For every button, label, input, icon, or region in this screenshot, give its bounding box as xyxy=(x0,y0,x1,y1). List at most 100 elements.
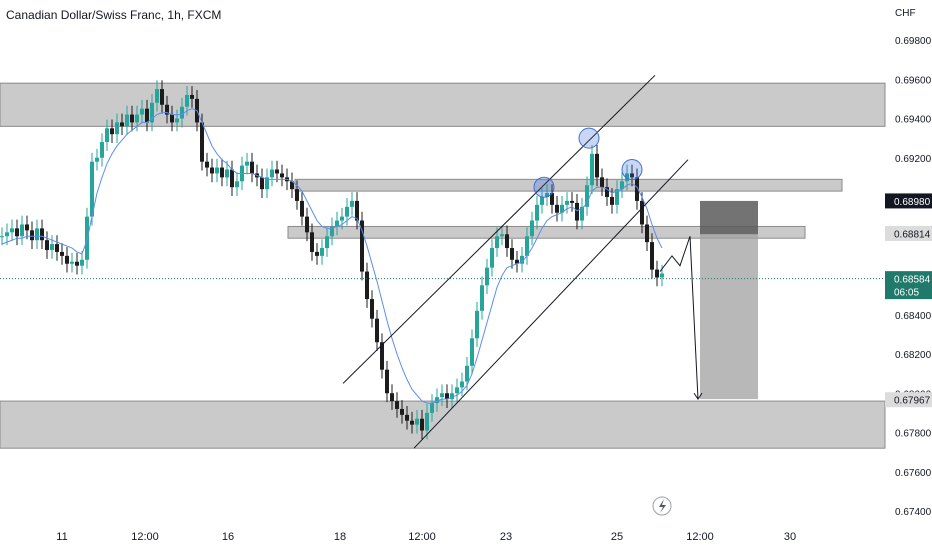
candle-body xyxy=(245,161,249,166)
y-tick-label: 0.67800 xyxy=(895,429,932,440)
zone-2 xyxy=(287,225,806,239)
candle-body xyxy=(660,273,664,278)
price-label-bg xyxy=(885,193,932,209)
candle-body xyxy=(275,169,279,174)
candle-body xyxy=(200,122,204,162)
candle-body xyxy=(65,255,69,264)
candle-body xyxy=(145,108,149,123)
candle-body xyxy=(470,338,474,366)
candle-body xyxy=(25,224,29,231)
target-area xyxy=(700,234,758,400)
candle-body xyxy=(450,393,454,400)
candle-body xyxy=(355,200,359,221)
x-tick-label: 18 xyxy=(334,531,346,543)
y-tick-label: 0.67600 xyxy=(895,468,932,479)
candle-body xyxy=(95,157,99,162)
candle-body xyxy=(600,177,604,188)
candle-body xyxy=(350,200,354,207)
candle-body xyxy=(390,393,394,402)
currency-label: CHF xyxy=(895,8,916,19)
candle-body xyxy=(265,177,269,190)
candle-body xyxy=(465,365,469,382)
candle-body xyxy=(170,114,174,123)
candle-body xyxy=(325,236,329,249)
candle-body xyxy=(330,226,334,237)
candle-body xyxy=(105,128,109,143)
channel-lower-line xyxy=(413,159,689,449)
candle-body xyxy=(425,412,429,431)
candle-body xyxy=(375,318,379,343)
candle-body xyxy=(580,206,584,221)
candle-body xyxy=(380,342,384,370)
price-label-3: 0.67967 xyxy=(894,396,931,407)
candle-body xyxy=(630,173,634,178)
candle-body xyxy=(570,200,574,203)
candle-body xyxy=(180,106,184,119)
candle-body xyxy=(20,224,24,237)
candle-body xyxy=(130,114,134,123)
candle-body xyxy=(150,102,154,123)
candle-body xyxy=(335,220,339,227)
candle-body xyxy=(510,248,514,260)
candle-body xyxy=(40,228,44,241)
candle-body xyxy=(90,161,94,217)
candle-body xyxy=(10,228,14,233)
candle-body xyxy=(475,310,479,339)
candle-body xyxy=(155,89,159,103)
projection-arrowhead xyxy=(693,392,703,401)
candle-body xyxy=(435,397,439,404)
candle-body xyxy=(520,255,524,264)
candle-body xyxy=(230,169,234,188)
candle-body xyxy=(190,94,194,99)
price-label-bg xyxy=(885,392,932,408)
candle-body xyxy=(140,108,144,115)
candle-body xyxy=(625,173,629,182)
y-tick-label: 0.68400 xyxy=(895,311,932,322)
y-tick-label: 0.69600 xyxy=(895,75,932,86)
candle-body xyxy=(165,104,169,115)
candle-body xyxy=(340,216,344,221)
candle-body xyxy=(525,236,529,256)
candle-body xyxy=(320,248,324,256)
candle-body xyxy=(115,122,119,135)
candle-body xyxy=(125,114,129,127)
y-tick-label: 0.69800 xyxy=(895,36,932,47)
candle-body xyxy=(500,234,504,237)
candle-body xyxy=(565,200,569,205)
candle-body xyxy=(50,244,54,250)
x-tick-label: 25 xyxy=(611,531,623,543)
candle-body xyxy=(645,224,649,243)
candle-body xyxy=(310,232,314,252)
candle-body xyxy=(70,261,74,264)
lightning-icon-glyph xyxy=(659,499,666,513)
candle-body xyxy=(55,244,59,252)
x-tick-label: 11 xyxy=(56,531,67,543)
candle-body xyxy=(260,177,264,190)
candle-body xyxy=(295,189,299,201)
price-label-2: 0.68584 xyxy=(894,275,931,286)
candle-body xyxy=(235,181,239,188)
price-label-0: 0.68980 xyxy=(894,197,931,208)
zone-3 xyxy=(0,400,886,449)
candle-body xyxy=(545,193,549,197)
candle-body xyxy=(5,232,9,237)
candle-body xyxy=(540,197,544,205)
candle-body xyxy=(305,216,309,233)
candle-body xyxy=(75,261,79,266)
y-tick-label: 0.69200 xyxy=(895,154,932,165)
candle-body xyxy=(395,401,399,409)
stop-area xyxy=(700,200,758,235)
candle-body xyxy=(605,187,609,197)
channel-upper-line xyxy=(342,74,656,384)
candle-body xyxy=(280,173,284,178)
price-label-bg xyxy=(885,271,932,300)
x-tick-label: 12:00 xyxy=(408,531,436,543)
price-label-1: 0.68814 xyxy=(894,230,931,241)
candle-body xyxy=(100,142,104,158)
candle-body xyxy=(315,251,319,256)
candle-body xyxy=(455,387,459,394)
candle-body xyxy=(370,299,374,319)
candle-body xyxy=(535,204,539,221)
x-tick-label: 12:00 xyxy=(131,531,159,543)
